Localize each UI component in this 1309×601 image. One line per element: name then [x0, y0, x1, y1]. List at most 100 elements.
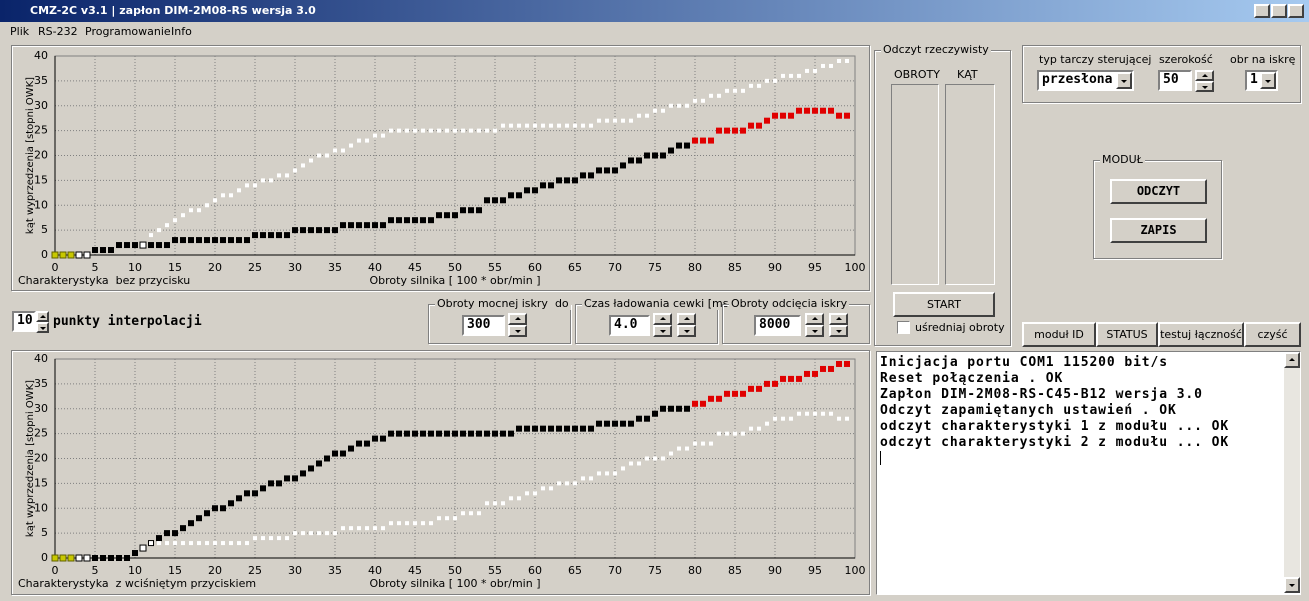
- maximize-button[interactable]: [1271, 4, 1287, 18]
- width-input[interactable]: 50: [1158, 70, 1192, 91]
- data-point: [380, 435, 386, 442]
- data-point: [436, 430, 442, 437]
- y-tick-label: 15: [34, 173, 48, 186]
- spin-button[interactable]: [677, 313, 696, 325]
- data-point: [83, 251, 91, 259]
- data-point: [725, 431, 729, 436]
- data-point: [413, 521, 417, 526]
- y-tick-label: 25: [34, 124, 48, 137]
- start-button[interactable]: START: [893, 292, 995, 317]
- data-point: [668, 147, 674, 154]
- data-point: [92, 247, 98, 254]
- spin-button[interactable]: [829, 313, 848, 325]
- dropdown-button[interactable]: [1260, 72, 1276, 89]
- spin-button[interactable]: [1195, 70, 1214, 81]
- spin-button[interactable]: [508, 325, 527, 337]
- minimize-button[interactable]: [1254, 4, 1270, 18]
- write-button[interactable]: ZAPIS: [1110, 218, 1207, 243]
- scrollbar[interactable]: [1284, 352, 1300, 593]
- data-point: [572, 177, 578, 184]
- data-point: [845, 416, 849, 421]
- data-point: [468, 207, 474, 214]
- field-input[interactable]: 8000: [754, 315, 801, 336]
- y-axis-label: kąt wyprzedzenia [stopni OWK]: [25, 380, 36, 537]
- data-point: [277, 173, 281, 178]
- arrow: [39, 314, 46, 318]
- data-point: [580, 172, 586, 179]
- x-tick-label: 75: [648, 261, 662, 274]
- data-point: [692, 137, 698, 144]
- x-tick-label: 10: [128, 564, 142, 577]
- data-point: [172, 530, 178, 537]
- data-point: [773, 78, 777, 83]
- arrow: [39, 326, 46, 330]
- data-point: [317, 153, 321, 158]
- data-point: [613, 471, 617, 476]
- data-point: [316, 460, 322, 467]
- spin-button[interactable]: [36, 322, 49, 333]
- interpolation-input[interactable]: 10: [12, 311, 36, 332]
- data-point: [229, 193, 233, 198]
- spin-button[interactable]: [677, 325, 696, 337]
- spin-button[interactable]: [653, 313, 672, 325]
- x-tick-label: 80: [688, 261, 702, 274]
- menu-item[interactable]: Programowanie: [85, 25, 171, 38]
- read-button[interactable]: ODCZYT: [1110, 179, 1207, 204]
- x-tick-label: 100: [845, 261, 866, 274]
- data-point: [724, 390, 730, 397]
- data-point: [661, 108, 665, 113]
- spin-button[interactable]: [36, 311, 49, 322]
- tab-button[interactable]: czyść: [1244, 322, 1301, 347]
- disc-type-select[interactable]: przesłona: [1037, 70, 1134, 91]
- data-point: [493, 501, 497, 506]
- data-point: [149, 541, 153, 546]
- y-tick-label: 30: [34, 402, 48, 415]
- data-point: [244, 237, 250, 244]
- scroll-up[interactable]: [1284, 352, 1300, 368]
- x-axis-label: Obroty silnika [ 100 * obr/min ]: [369, 577, 540, 590]
- close-button[interactable]: [1288, 4, 1304, 18]
- arrow: [1289, 584, 1295, 587]
- data-point: [637, 113, 641, 118]
- tab-button[interactable]: STATUS: [1096, 322, 1158, 347]
- menu-item[interactable]: Info: [171, 25, 192, 38]
- data-point: [197, 208, 201, 213]
- data-point: [669, 103, 673, 108]
- data-point: [437, 516, 441, 521]
- checkbox[interactable]: [897, 321, 910, 334]
- menu-item[interactable]: Plik: [10, 25, 30, 38]
- y-tick-label: 5: [41, 223, 48, 236]
- data-point: [845, 58, 849, 63]
- spin-button[interactable]: [805, 325, 824, 337]
- data-point: [741, 88, 745, 93]
- data-point: [100, 247, 106, 254]
- data-point: [708, 137, 714, 144]
- data-point: [821, 63, 825, 68]
- data-point: [476, 430, 482, 437]
- data-point: [620, 420, 626, 427]
- data-point: [172, 237, 178, 244]
- spin-button[interactable]: [653, 325, 672, 337]
- menu-item[interactable]: RS-232: [38, 25, 78, 38]
- field-input[interactable]: 4.0: [609, 315, 650, 336]
- spin-button[interactable]: [508, 313, 527, 325]
- data-point: [772, 380, 778, 387]
- tab-button[interactable]: testuj łączność: [1158, 322, 1244, 347]
- data-point: [157, 541, 161, 546]
- data-point: [556, 177, 562, 184]
- dropdown-button[interactable]: [1116, 72, 1132, 89]
- field-label: Obroty mocnej iskry do: [435, 297, 571, 310]
- spin-button[interactable]: [1195, 81, 1214, 92]
- field-input[interactable]: 300: [462, 315, 505, 336]
- data-point: [596, 167, 602, 174]
- data-point: [212, 237, 218, 244]
- settings-group: [1022, 45, 1301, 103]
- scroll-down[interactable]: [1284, 577, 1300, 593]
- spin-button[interactable]: [829, 325, 848, 337]
- tab-button[interactable]: moduł ID: [1022, 322, 1096, 347]
- data-point: [452, 212, 458, 219]
- spin-button[interactable]: [805, 313, 824, 325]
- data-point: [828, 107, 834, 114]
- data-point: [372, 435, 378, 442]
- y-tick-label: 15: [34, 476, 48, 489]
